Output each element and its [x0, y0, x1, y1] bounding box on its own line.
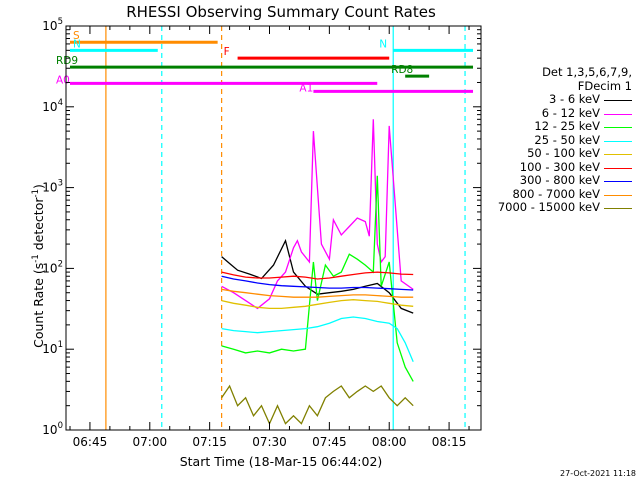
legend-entries: 3 - 6 keV 6 - 12 keV 12 - 25 keV 25 - 50 ke… — [486, 92, 632, 215]
legend-entry-7: 300 - 800 keV — [486, 173, 632, 188]
legend-label: 100 - 300 keV — [519, 159, 600, 174]
x-tick-label-2: 07:00 — [133, 435, 168, 449]
legend-swatch — [604, 208, 632, 209]
plot-frame — [65, 25, 482, 431]
legend-swatch — [604, 154, 632, 155]
flag-label-8: A1 — [299, 82, 313, 94]
legend-label: 300 - 800 keV — [519, 173, 600, 187]
x-tick-label-3: 07:15 — [192, 435, 227, 449]
legend-label: 50 - 100 keV — [527, 146, 600, 160]
flag-label-3: N — [379, 38, 387, 50]
legend-entry-8: 800 - 7000 keV — [486, 186, 632, 202]
legend-swatch — [604, 167, 632, 169]
series-line-8 — [221, 288, 414, 298]
x-tick-label-5: 07:45 — [312, 435, 347, 449]
chart-title: RHESSI Observing Summary Count Rates — [126, 3, 436, 21]
legend-label: 25 - 50 keV — [534, 132, 600, 147]
y-tick-label-5: 104 — [42, 98, 63, 114]
series-line-6 — [221, 271, 414, 280]
y-tick-label-3: 102 — [42, 259, 63, 275]
legend-label: 12 - 25 keV — [534, 119, 600, 133]
legend-label: 6 - 12 keV — [541, 105, 600, 120]
y-tick-label-4: 103 — [42, 179, 63, 195]
legend-header-decimation: FDecim 1 — [577, 78, 632, 93]
legend-swatch — [604, 194, 632, 196]
y-axis-label: Count Rate (s-1 detector-1) — [31, 184, 46, 348]
flag-label-2: N — [73, 38, 81, 50]
flag-label-7: A0 — [56, 74, 70, 86]
series-line-2 — [221, 119, 414, 310]
y-tick-label-6: 105 — [42, 17, 63, 33]
legend-swatch — [604, 140, 632, 142]
y-tick-label-1: 100 — [42, 421, 63, 437]
legend-header-detectors: Det 1,3,5,6,7,9, — [542, 65, 632, 79]
legend-entry-2: 6 - 12 keV — [486, 105, 632, 121]
chart-legend: Det 1,3,5,6,7,9, FDecim 1 3 - 6 keV 6 - 1… — [486, 65, 632, 215]
x-axis-label: Start Time (18-Mar-15 06:44:02) — [180, 454, 383, 469]
flag-label-5: RD9 — [56, 55, 78, 67]
legend-entry-5: 50 - 100 keV — [486, 146, 632, 161]
flag-label-4: F — [224, 46, 230, 58]
legend-label: 7000 - 15000 keV — [497, 200, 600, 214]
x-tick-label-1: 06:45 — [73, 435, 108, 449]
flag-label-6: RD8 — [391, 64, 413, 76]
legend-swatch — [604, 100, 632, 101]
series-line-4 — [221, 316, 414, 362]
legend-label: 3 - 6 keV — [549, 92, 600, 106]
series-line-3 — [221, 175, 414, 382]
series-line-7 — [221, 275, 414, 291]
legend-swatch — [604, 113, 632, 115]
legend-entry-1: 3 - 6 keV — [486, 92, 632, 107]
legend-swatch — [604, 127, 632, 128]
legend-entry-9: 7000 - 15000 keV — [486, 200, 632, 215]
flag-label-1: S — [73, 30, 80, 42]
legend-swatch — [604, 181, 632, 182]
legend-entry-3: 12 - 25 keV — [486, 119, 632, 134]
x-tick-label-4: 07:30 — [252, 435, 287, 449]
legend-entry-4: 25 - 50 keV — [486, 132, 632, 148]
legend-label: 800 - 7000 keV — [512, 186, 600, 201]
series-line-5 — [221, 299, 414, 310]
series-line-9 — [221, 384, 414, 426]
generation-timestamp: 27-Oct-2021 11:18 — [560, 469, 636, 478]
legend-entry-6: 100 - 300 keV — [486, 159, 632, 175]
x-tick-label-6: 08:00 — [372, 435, 407, 449]
x-tick-label-7: 08:15 — [432, 435, 467, 449]
y-tick-label-2: 101 — [42, 340, 63, 356]
